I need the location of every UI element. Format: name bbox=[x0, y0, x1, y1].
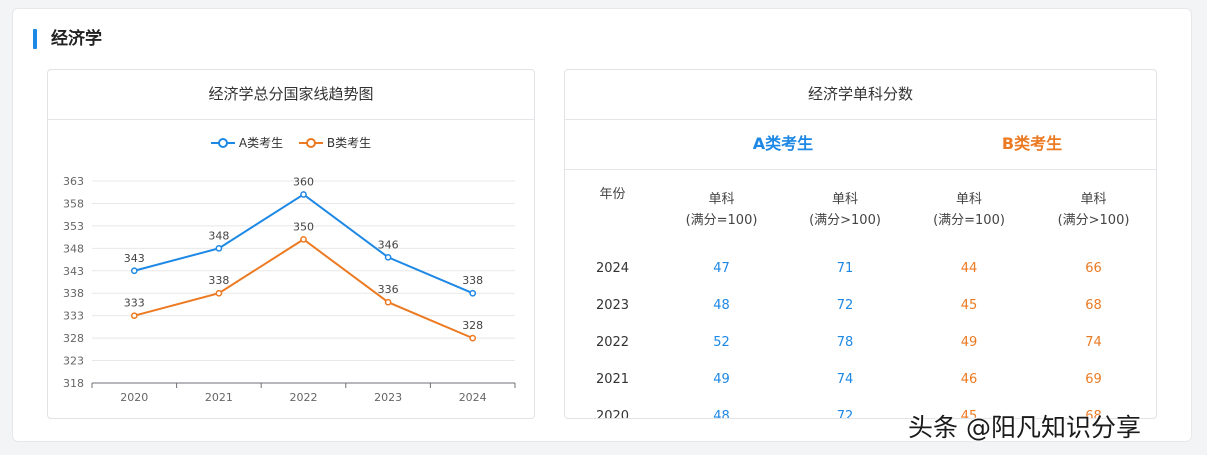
y-tick-label: 328 bbox=[63, 332, 84, 345]
data-point bbox=[469, 334, 477, 342]
data-point bbox=[384, 298, 392, 306]
cell-b-over100: 69 bbox=[1085, 372, 1102, 387]
data-label: 360 bbox=[293, 175, 314, 188]
table-row: 2023 48 72 45 68 bbox=[565, 287, 1156, 324]
table-row: 2020 48 72 45 68 bbox=[565, 398, 1156, 419]
x-tick-label: 2022 bbox=[290, 391, 318, 404]
data-point bbox=[130, 267, 138, 275]
y-tick-label: 348 bbox=[63, 242, 84, 255]
table-row: 2021 49 74 46 69 bbox=[565, 361, 1156, 398]
legend-item-b[interactable]: B类考生 bbox=[298, 134, 372, 151]
table-row: 2024 47 71 44 66 bbox=[565, 250, 1156, 287]
legend-item-a[interactable]: A类考生 bbox=[210, 134, 284, 151]
watermark: 头条 @阳凡知识分享 bbox=[908, 413, 1141, 442]
data-point bbox=[215, 289, 223, 297]
cell-b-over100: 74 bbox=[1085, 335, 1102, 350]
section-accent-bar bbox=[33, 29, 37, 49]
cell-b-over100: 68 bbox=[1085, 298, 1102, 313]
x-tick-label: 2023 bbox=[374, 391, 402, 404]
cell-a-full100: 47 bbox=[713, 261, 730, 276]
cell-b-full100: 45 bbox=[960, 409, 978, 419]
col-header-a-full100: 单科 (满分=100) bbox=[685, 192, 758, 228]
single-subject-title: 经济学单科分数 bbox=[565, 70, 1156, 120]
data-label: 336 bbox=[378, 283, 399, 296]
trend-line-chart: 318 323 328 333 338 343 348 353 358 363 2020 2021 20… bbox=[63, 175, 516, 404]
chart-legend: A类考生 B类考生 bbox=[48, 134, 534, 151]
cell-a-over100: 78 bbox=[836, 335, 854, 350]
legend-label-a: A类考生 bbox=[238, 136, 284, 150]
data-point bbox=[130, 312, 138, 320]
y-tick-label: 343 bbox=[63, 265, 84, 278]
data-point bbox=[384, 253, 392, 261]
data-point bbox=[215, 244, 223, 252]
data-label: 333 bbox=[124, 297, 145, 310]
col-header-b-over100: 单科 (满分>100) bbox=[1057, 192, 1130, 228]
cell-year: 2020 bbox=[595, 409, 630, 419]
data-label: 343 bbox=[124, 252, 145, 265]
cell-a-full100: 48 bbox=[713, 298, 730, 313]
y-tick-label: 333 bbox=[63, 310, 84, 323]
trend-chart-panel: 经济学总分国家线趋势图 318 323 328 333 338 343 348 353 358 3… bbox=[47, 69, 535, 419]
cell-a-full100: 48 bbox=[713, 409, 730, 419]
cell-year: 2022 bbox=[595, 335, 630, 350]
legend-symbol-b-icon bbox=[298, 137, 323, 148]
legend-label-b: B类考生 bbox=[326, 136, 372, 150]
table-header-row: 年份 单科 (满分=100) 单科 (满分>100) 单科 (满分=100) 单科 (满… bbox=[565, 170, 1156, 250]
data-label: 350 bbox=[293, 220, 314, 233]
y-tick-label: 338 bbox=[63, 287, 84, 300]
cell-a-over100: 72 bbox=[836, 298, 854, 313]
data-label: 348 bbox=[208, 229, 229, 242]
series-line-b bbox=[134, 238, 474, 340]
y-tick-label: 363 bbox=[63, 175, 84, 188]
y-tick-label: 353 bbox=[63, 220, 84, 233]
cell-year: 2024 bbox=[595, 261, 630, 276]
cell-b-full100: 45 bbox=[960, 298, 978, 313]
data-point bbox=[300, 236, 307, 243]
data-label: 328 bbox=[462, 319, 483, 332]
data-point bbox=[469, 289, 477, 297]
legend-symbol-a-icon bbox=[210, 137, 235, 148]
economics-card: 经济学 经济学总分国家线趋势图 318 323 328 333 338 343 348 353… bbox=[12, 8, 1192, 442]
cell-a-over100: 71 bbox=[836, 261, 854, 276]
series-line-a bbox=[134, 193, 474, 295]
col-header-year: 年份 bbox=[599, 187, 626, 202]
cell-year: 2021 bbox=[595, 372, 630, 387]
cell-year: 2023 bbox=[595, 298, 630, 313]
x-tick-label: 2020 bbox=[120, 391, 148, 404]
table-row: 2022 52 78 49 74 bbox=[565, 324, 1156, 361]
single-subject-panel: 经济学单科分数 A类考生 B类考生 年份 单科 (满分=100) 单科 (满分>10… bbox=[564, 69, 1157, 419]
data-label: 346 bbox=[378, 238, 399, 251]
col-header-a-over100: 单科 (满分>100) bbox=[809, 192, 881, 228]
x-tick-label: 2021 bbox=[205, 391, 233, 404]
cell-a-full100: 49 bbox=[713, 372, 730, 387]
cell-b-full100: 49 bbox=[960, 335, 978, 350]
y-tick-label: 323 bbox=[63, 355, 84, 368]
trend-chart-title: 经济学总分国家线趋势图 bbox=[48, 70, 534, 120]
data-label: 338 bbox=[462, 274, 483, 287]
score-table: 年份 单科 (满分=100) 单科 (满分>100) 单科 (满分=100) 单科 (满… bbox=[565, 170, 1156, 419]
section-title: 经济学 bbox=[51, 29, 102, 49]
group-a-header: A类考生 bbox=[752, 134, 814, 153]
y-tick-label: 358 bbox=[63, 197, 84, 210]
group-header-row: A类考生 B类考生 bbox=[565, 119, 1156, 170]
cell-b-over100: 68 bbox=[1085, 409, 1102, 419]
cell-a-over100: 72 bbox=[836, 409, 854, 419]
cell-a-over100: 74 bbox=[836, 372, 854, 387]
cell-b-over100: 66 bbox=[1085, 261, 1102, 276]
data-label: 338 bbox=[208, 274, 229, 287]
col-header-b-full100: 单科 (满分=100) bbox=[933, 192, 1005, 228]
y-tick-label: 318 bbox=[63, 377, 84, 390]
x-tick-label: 2024 bbox=[459, 391, 487, 404]
group-b-header: B类考生 bbox=[1001, 134, 1063, 153]
data-point bbox=[300, 191, 307, 198]
cell-b-full100: 46 bbox=[960, 372, 978, 387]
cell-a-full100: 52 bbox=[713, 335, 730, 350]
cell-b-full100: 44 bbox=[960, 261, 978, 276]
